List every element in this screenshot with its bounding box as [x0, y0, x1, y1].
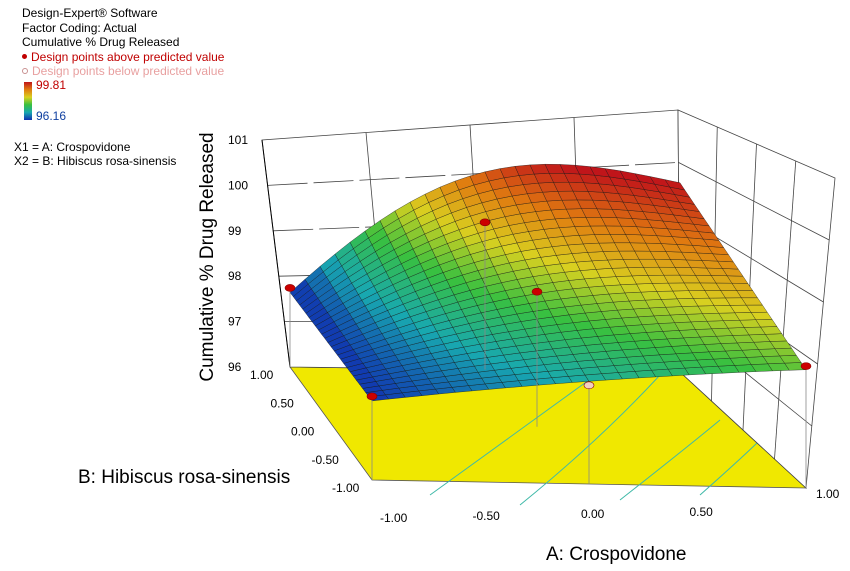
x-axis-title: A: Crospovidone: [546, 544, 686, 565]
y-tick-label: 0.00: [291, 425, 315, 439]
x-tick-label: -0.50: [473, 509, 501, 523]
x-tick-label: 0.00: [581, 507, 605, 521]
floor-contour: [619, 419, 721, 501]
z-axis-title: Cumulative % Drug Released: [197, 132, 218, 381]
design-points: [284, 218, 812, 488]
axis-titles: Cumulative % Drug Released B: Hibiscus r…: [78, 132, 686, 565]
below-point-icon: [22, 67, 28, 74]
design-point-3: [531, 287, 543, 296]
factor-x1: X1 = A: Crospovidone: [14, 140, 131, 154]
z-tick-label: 98: [228, 269, 242, 283]
design-point-5: [366, 392, 378, 401]
legend-below: Design points below predicted value: [22, 64, 224, 79]
y-tick-label: 0.50: [271, 396, 295, 410]
z-tick-label: 101: [228, 133, 248, 147]
z-tick-label: 100: [228, 178, 248, 192]
floor-contour: [429, 371, 601, 496]
y-tick-label: 1.00: [250, 368, 274, 382]
surface-cell: [664, 179, 686, 191]
response-name: Cumulative % Drug Released: [22, 35, 180, 49]
legend-below-label: Design points below predicted value: [32, 64, 225, 78]
plot-info-panel: Design-Expert® Software Factor Coding: A…: [22, 6, 224, 79]
x-tick-label: 0.50: [690, 505, 714, 519]
design-point-1: [284, 284, 296, 292]
color-scale-max: 99.81: [36, 78, 67, 92]
response-surface: [289, 164, 807, 402]
x-tick-label: 1.00: [816, 487, 840, 501]
factor-coding: Factor Coding: Actual: [22, 20, 137, 35]
factor-x2: X2 = B: Hibiscus rosa-sinensis: [14, 154, 177, 168]
floor-contour: [699, 439, 761, 496]
axis-ticks: 101 100 99 98 97 96 -1.00 -0.50 0.00 0.50 1.00 1.00…: [228, 133, 840, 525]
z-tick-label: 96: [228, 360, 242, 374]
factor-legend: X1 = A: Crospovidone X2 = B: Hibiscus ro…: [14, 140, 176, 168]
z-tick-label: 99: [228, 224, 242, 238]
design-point-6: [583, 381, 595, 390]
z-axis-line: [261, 139, 291, 368]
y-tick-label: -1.00: [332, 481, 360, 495]
color-scale-min: 96.16: [36, 109, 67, 123]
y-axis-title: B: Hibiscus rosa-sinensis: [78, 467, 290, 488]
yellow-floor: [289, 366, 808, 506]
color-scale-bar: [24, 82, 32, 120]
legend-above: Design points above predicted value: [22, 50, 224, 65]
design-point-4: [800, 362, 812, 370]
wall-grid-line: [774, 160, 797, 460]
x-tick-label: -1.00: [380, 511, 408, 525]
z-tick-label: 97: [228, 315, 242, 329]
legend-above-label: Design points above predicted value: [31, 49, 225, 64]
y-tick-label: -0.50: [312, 453, 340, 467]
design-point-2: [479, 218, 491, 227]
software-name: Design-Expert® Software: [22, 6, 158, 20]
above-point-icon: [22, 53, 27, 59]
floor-contour: [519, 374, 661, 506]
